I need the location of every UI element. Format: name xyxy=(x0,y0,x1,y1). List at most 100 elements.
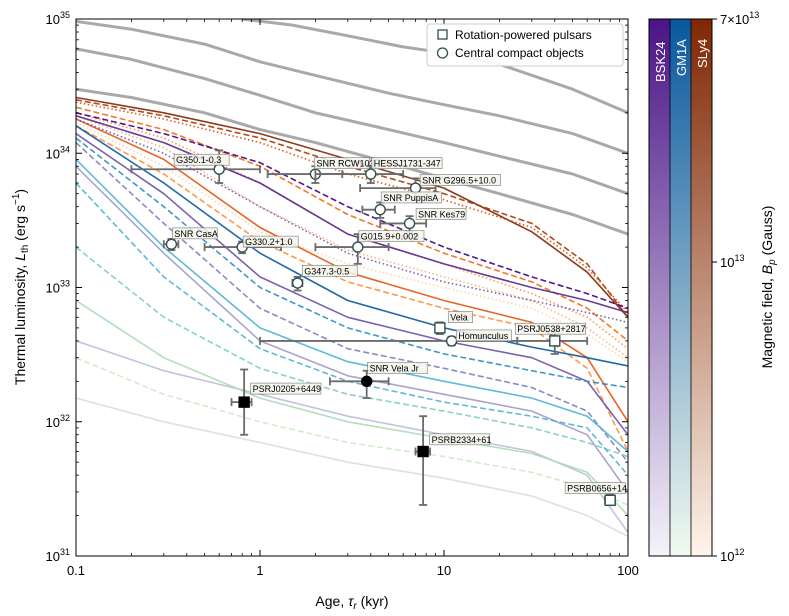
pulsar-marker xyxy=(238,396,250,408)
gray-curve xyxy=(76,47,628,196)
x-tick-label: 10 xyxy=(437,563,451,578)
y-tick-label: 1034 xyxy=(46,144,70,161)
gray-curve xyxy=(242,19,628,115)
model-curve xyxy=(76,158,628,453)
x-tick-label: 1 xyxy=(256,563,263,578)
source-label-box xyxy=(301,265,358,277)
legend-square-marker xyxy=(437,29,448,40)
cco-marker xyxy=(403,217,416,230)
colorbar-bottom-label: 1012 xyxy=(720,547,744,564)
source-label: SNR RCW103 xyxy=(317,159,375,169)
y-tick-label: 1035 xyxy=(46,10,70,27)
source-label-box xyxy=(380,191,442,204)
legend-label-cco: Central compact objects xyxy=(455,46,584,60)
model-curve xyxy=(76,125,628,452)
source-label-box xyxy=(172,227,218,240)
model-curve xyxy=(76,132,628,436)
model-curve xyxy=(76,356,628,506)
cco-marker xyxy=(291,277,304,289)
source-label-box xyxy=(419,174,501,186)
source-label-box xyxy=(358,230,425,243)
colorbar-title: Magnetic field, Bp (Gauss) xyxy=(759,206,778,369)
source-snr-kes79: SNR Kes79 xyxy=(379,208,467,233)
model-curve xyxy=(76,125,628,367)
legend: Rotation-powered pulsars Central compact… xyxy=(426,23,624,67)
x-tick-label: 100 xyxy=(617,563,639,578)
colorbar-label-bsk24: BSK24 xyxy=(653,42,668,82)
source-label: G330.2+1.0 xyxy=(245,237,292,247)
model-curve xyxy=(76,182,628,476)
cco-marker xyxy=(409,182,422,194)
cco-marker xyxy=(213,163,225,175)
source-label: G015.9+0.002 xyxy=(361,232,418,242)
cco-marker xyxy=(374,203,386,216)
colorbar-bsk24 xyxy=(649,19,670,556)
source-label: HESSJ1731-347 xyxy=(374,159,441,169)
colorbar: BSK24 GM1A SLy4 7×1013 1013 1012 Magneti… xyxy=(648,10,778,564)
y-tick-label: 1033 xyxy=(46,279,70,296)
x-tick-label: 0.1 xyxy=(67,563,85,578)
source-label: PSRJ0205+6449 xyxy=(253,384,321,394)
cco-marker xyxy=(352,241,364,253)
y-tick-label: 1031 xyxy=(46,547,70,564)
source-label: PSRB2334+61 xyxy=(432,435,492,445)
colorbar-sly4 xyxy=(691,19,712,556)
colorbar-top-label: 7×1013 xyxy=(720,10,759,27)
model-curve xyxy=(76,115,628,314)
model-curve xyxy=(76,340,628,533)
legend-box xyxy=(426,23,624,67)
gray-curve xyxy=(76,19,628,155)
source-label: G347.3-0.5 xyxy=(304,266,349,276)
source-g347-3-0-5: G347.3-0.5 xyxy=(291,265,358,292)
source-label-box xyxy=(314,157,370,169)
source-label: SNR Vela Jr xyxy=(370,363,419,373)
model-curve xyxy=(76,112,628,310)
source-label: SNR Kes79 xyxy=(418,209,465,219)
source-label: SNR G296.5+10.0 xyxy=(422,175,496,185)
source-hessj1731-347: HESSJ1731-347 xyxy=(314,157,443,184)
source-label-box xyxy=(514,322,586,335)
source-label: PSRB0656+14 xyxy=(567,484,627,494)
source-label-box xyxy=(429,433,491,446)
observed-sources: G350.1-0.3 SNR RCW103 HESSJ1731-347 SNR G29… xyxy=(130,149,627,506)
gray-curve xyxy=(76,87,628,236)
cco-marker xyxy=(165,238,178,250)
source-label-box xyxy=(242,235,299,248)
model-curve xyxy=(76,397,628,538)
pulsar-marker xyxy=(417,445,429,458)
legend-circle-marker xyxy=(436,47,449,59)
source-label: Vela xyxy=(450,313,468,323)
source-psrb0656-14: PSRB0656+14 xyxy=(564,482,627,506)
source-label-box xyxy=(415,208,467,220)
source-label: G350.1-0.3 xyxy=(176,155,221,165)
legend-label-pulsars: Rotation-powered pulsars xyxy=(455,28,592,42)
model-curve xyxy=(76,118,628,324)
source-label: Homunculus xyxy=(458,331,509,341)
pulsar-marker xyxy=(549,335,561,347)
source-homunculus: Homunculus xyxy=(259,329,519,347)
model-curve xyxy=(76,106,628,342)
source-vela: Vela xyxy=(434,311,473,335)
pulsar-marker xyxy=(604,494,616,506)
cco-marker xyxy=(360,375,373,388)
source-label-box xyxy=(564,482,626,494)
colorbar-gm1a xyxy=(670,19,691,556)
colorbar-frame xyxy=(648,18,713,557)
model-curve xyxy=(76,112,628,350)
source-psrb2334-61: PSRB2334+61 xyxy=(414,415,492,506)
source-label-box xyxy=(367,361,429,374)
cco-marker xyxy=(365,168,377,180)
source-label: SNR CasA xyxy=(174,229,218,239)
source-snr-puppisa: SNR PuppisA xyxy=(361,191,442,219)
source-label-box xyxy=(447,311,473,323)
source-label: PSRJ0538+2817 xyxy=(517,324,585,334)
colorbar-mid-label: 1013 xyxy=(720,253,744,270)
y-tick-label: 1032 xyxy=(46,413,70,430)
model-curve xyxy=(76,165,628,493)
source-g015-9-0-002: G015.9+0.002 xyxy=(314,230,425,265)
source-g350-1-0-3: G350.1-0.3 xyxy=(130,149,261,184)
axes: 0.1 1 10 100 1031 1032 1033 1034 1035 xyxy=(46,10,639,578)
model-curve xyxy=(76,118,628,423)
gray-reference-curves xyxy=(76,19,628,236)
